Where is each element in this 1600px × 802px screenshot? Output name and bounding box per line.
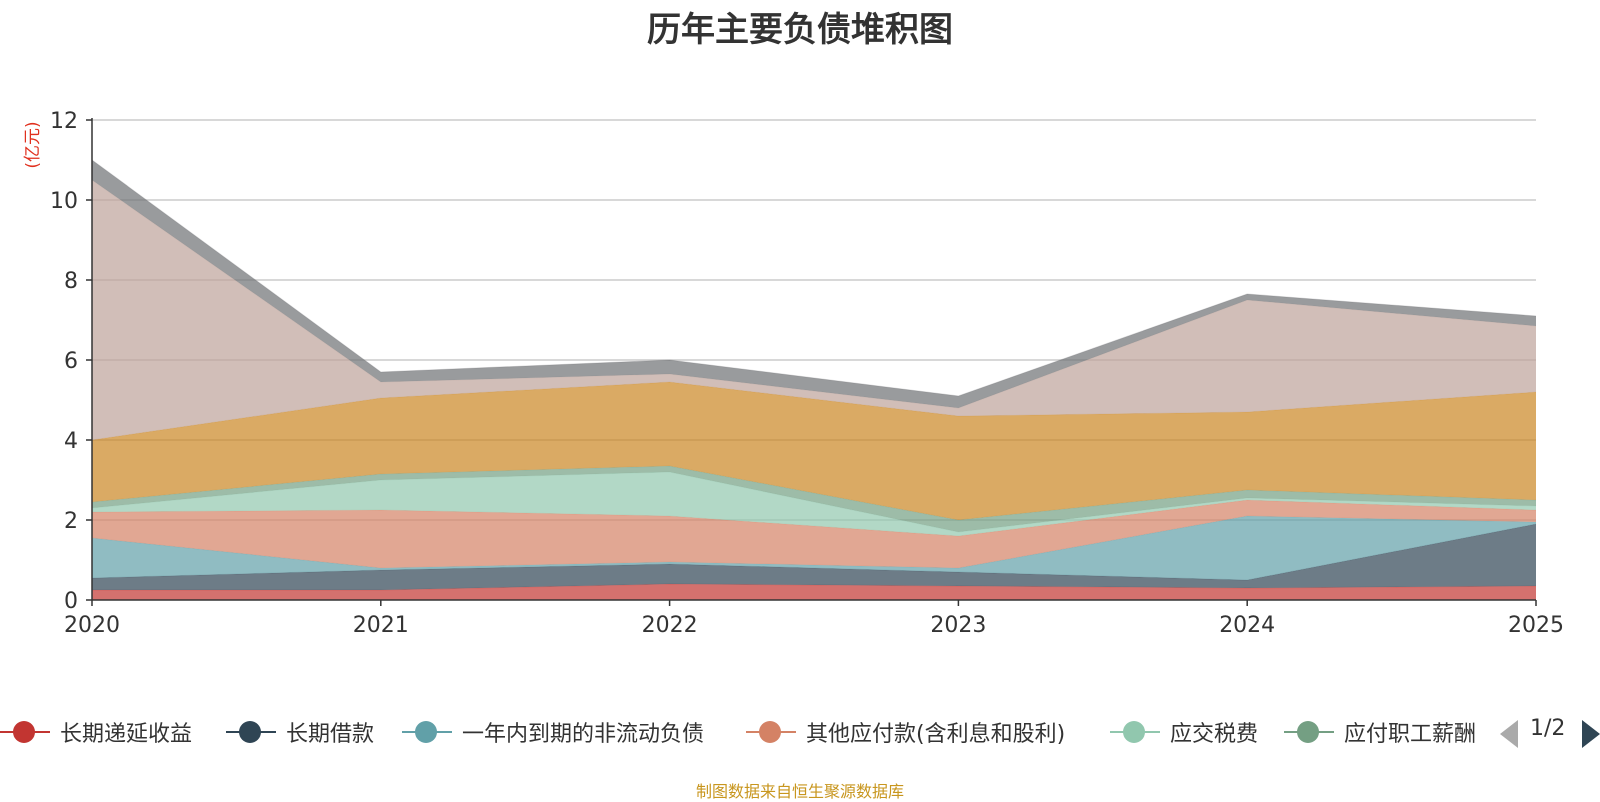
legend-item[interactable]: 应付职工薪酬 — [1284, 712, 1476, 752]
y-tick-label: 6 — [64, 349, 78, 374]
legend-next-page-icon[interactable] — [1582, 720, 1600, 748]
legend-label: 应付职工薪酬 — [1344, 722, 1477, 747]
area-series-1[interactable] — [92, 524, 1536, 590]
axes: 0 2 4 6 8 10 12 2020 2021 2022 2023 2024 2025 — [50, 109, 1564, 638]
area-series-5[interactable] — [92, 466, 1536, 532]
legend: 长期递延收益 长期借款 一年内到期的非流动负债 其他应付款(含利息和股利) 应交税费 应付… — [0, 712, 1600, 752]
legend-item[interactable]: 其他应付款(含利息和股利) — [746, 712, 1065, 752]
x-tick-label: 2025 — [1508, 613, 1564, 638]
chart-canvas: 0 2 4 6 8 10 12 2020 2021 2022 2023 2024 2025 (亿元) — [23, 109, 1564, 638]
area-series-7[interactable] — [92, 180, 1536, 440]
legend-label: 长期递延收益 — [60, 722, 193, 747]
area-series-edge-8 — [91, 159, 1537, 397]
y-tick-label: 0 — [64, 589, 78, 614]
legend-items: 长期递延收益 长期借款 一年内到期的非流动负债 其他应付款(含利息和股利) 应交税费 应付… — [0, 712, 1482, 752]
legend-label: 一年内到期的非流动负债 — [462, 722, 705, 747]
x-tick-label: 2024 — [1219, 613, 1275, 638]
chart-title: 历年主要负债堆积图 — [647, 10, 953, 50]
x-tick-label: 2021 — [353, 613, 409, 638]
area-series-4[interactable] — [92, 472, 1536, 536]
legend-prev-page-icon[interactable] — [1500, 720, 1518, 748]
area-series-3[interactable] — [92, 500, 1536, 568]
x-tick-label: 2020 — [64, 613, 120, 638]
legend-marker-icon — [1284, 712, 1334, 752]
data-source-note: 制图数据来自恒生聚源数据库 — [695, 782, 904, 801]
legend-page-indicator: 1/2 — [1530, 716, 1566, 741]
area-series-0[interactable] — [92, 584, 1536, 600]
area-series — [91, 159, 1537, 600]
legend-marker-icon — [402, 712, 452, 752]
legend-label: 其他应付款(含利息和股利) — [806, 722, 1066, 747]
legend-marker-icon — [1110, 712, 1160, 752]
x-tick-label: 2023 — [930, 613, 986, 638]
legend-item[interactable]: 应交税费 — [1110, 712, 1258, 752]
y-tick-label: 4 — [64, 429, 78, 454]
y-tick-label: 2 — [64, 509, 78, 534]
legend-label: 长期借款 — [286, 722, 375, 747]
legend-label: 应交税费 — [1170, 722, 1259, 747]
legend-marker-icon — [226, 712, 276, 752]
legend-marker-icon — [0, 712, 50, 752]
area-series-2[interactable] — [92, 516, 1536, 580]
x-tick-label: 2022 — [642, 613, 698, 638]
y-tick-label: 10 — [50, 189, 78, 214]
legend-marker-icon — [746, 712, 796, 752]
y-tick-label: 12 — [50, 109, 78, 134]
area-series-6[interactable] — [92, 382, 1536, 520]
legend-item[interactable]: 长期借款 — [226, 712, 374, 752]
y-axis-unit-label: (亿元) — [23, 121, 43, 168]
legend-item[interactable]: 一年内到期的非流动负债 — [402, 712, 704, 752]
y-tick-label: 8 — [64, 269, 78, 294]
legend-item[interactable]: 长期递延收益 — [0, 712, 192, 752]
